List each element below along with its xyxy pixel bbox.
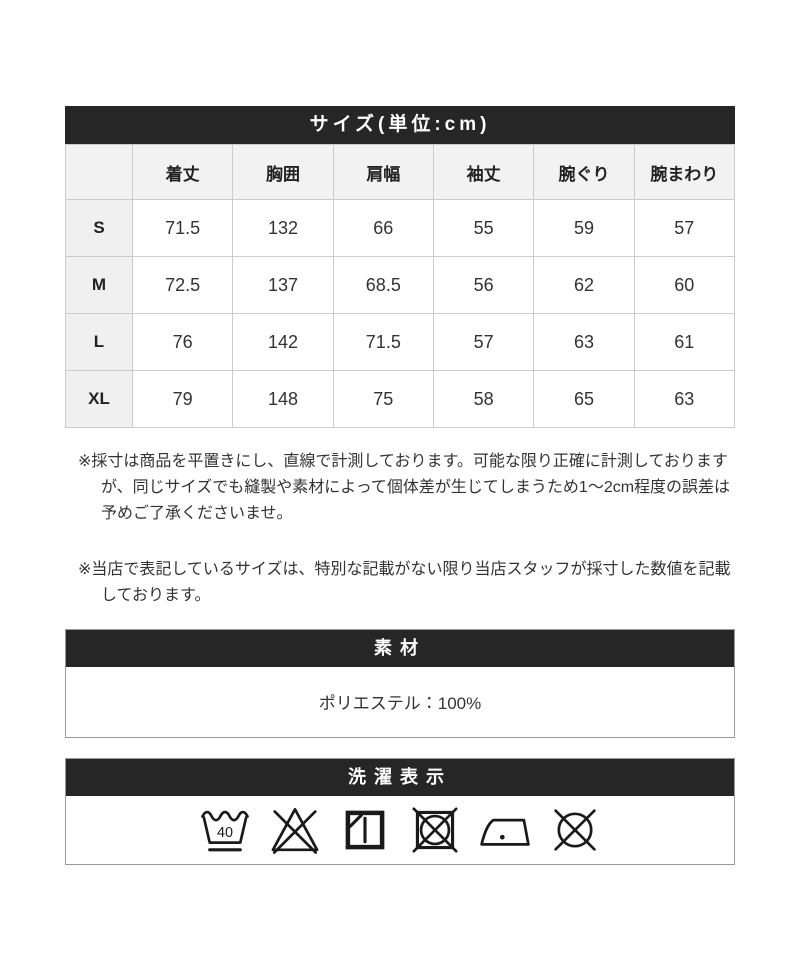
size-label: S — [65, 199, 133, 257]
size-value: 66 — [332, 199, 434, 257]
size-table-header-row: 着丈 胸囲 肩幅 袖丈 腕ぐり 腕まわり — [65, 144, 736, 200]
size-value: 56 — [432, 256, 535, 314]
size-value: 61 — [633, 313, 736, 371]
measurement-note: ※採寸は商品を平置きにし、直線で計測しております。可能な限り正確に計測しておりま… — [78, 453, 731, 522]
size-value: 132 — [232, 199, 334, 257]
column-header-sleeve: 袖丈 — [432, 144, 535, 200]
column-header-armhole: 腕ぐり — [533, 144, 635, 200]
size-value: 62 — [533, 256, 635, 314]
material-value: ポリエステル：100% — [66, 666, 734, 737]
column-header-shoulder: 肩幅 — [332, 144, 434, 200]
size-value: 63 — [533, 313, 635, 371]
wash-40-gentle-icon: 40 — [201, 810, 249, 851]
column-header-arm-circumference: 腕まわり — [633, 144, 736, 200]
size-value: 59 — [533, 199, 635, 257]
size-label: M — [65, 256, 133, 314]
hang-dry-in-shade-icon — [345, 810, 385, 849]
table-row-l: L 76 142 71.5 57 63 61 — [65, 313, 736, 371]
size-value: 68.5 — [332, 256, 434, 314]
size-table: 着丈 胸囲 肩幅 袖丈 腕ぐり 腕まわり S 71.5 132 66 55 59… — [65, 144, 736, 428]
size-label: L — [65, 313, 133, 371]
size-value: 76 — [131, 313, 234, 371]
size-value: 57 — [432, 313, 535, 371]
size-value: 71.5 — [332, 313, 434, 371]
wash-temperature-label: 40 — [217, 825, 233, 841]
size-value: 58 — [432, 370, 535, 428]
material-section-title: 素材 — [66, 629, 734, 667]
laundry-section: 洗濯表示 40 — [65, 757, 735, 865]
size-value: 79 — [131, 370, 234, 428]
do-not-dry-clean-icon — [554, 808, 596, 851]
size-value: 65 — [533, 370, 635, 428]
size-value: 72.5 — [131, 256, 234, 314]
table-row-xl: XL 79 148 75 58 65 63 — [65, 370, 736, 428]
size-value: 55 — [432, 199, 535, 257]
do-not-tumble-dry-icon — [412, 807, 458, 853]
size-value: 60 — [633, 256, 736, 314]
column-header-chest: 胸囲 — [232, 144, 334, 200]
size-value: 75 — [332, 370, 434, 428]
size-section-title: サイズ(単位:cm) — [65, 106, 735, 144]
material-section: 素材 ポリエステル：100% — [65, 628, 735, 738]
size-value: 63 — [633, 370, 736, 428]
size-value: 137 — [232, 256, 334, 314]
size-chart-page: サイズ(単位:cm) 着丈 胸囲 肩幅 袖丈 腕ぐり 腕まわり S 71.5 1… — [65, 106, 736, 865]
size-value: 142 — [232, 313, 334, 371]
sizing-note: ※当店で表記しているサイズは、特別な記載がない限り当店スタッフが採寸した数値を記… — [78, 560, 731, 604]
do-not-bleach-icon — [271, 807, 319, 854]
iron-low-temperature-icon — [480, 818, 530, 846]
laundry-section-title: 洗濯表示 — [66, 758, 734, 796]
laundry-icons-row: 40 — [66, 795, 734, 864]
size-table-corner-cell — [65, 144, 133, 200]
size-value: 148 — [232, 370, 334, 428]
size-value: 57 — [633, 199, 736, 257]
table-row-s: S 71.5 132 66 55 59 57 — [65, 199, 736, 257]
size-value: 71.5 — [131, 199, 234, 257]
table-row-m: M 72.5 137 68.5 56 62 60 — [65, 256, 736, 314]
size-label: XL — [65, 370, 133, 428]
notes-block: ※採寸は商品を平置きにし、直線で計測しております。可能な限り正確に計測しておりま… — [65, 449, 735, 609]
column-header-length: 着丈 — [131, 144, 234, 200]
